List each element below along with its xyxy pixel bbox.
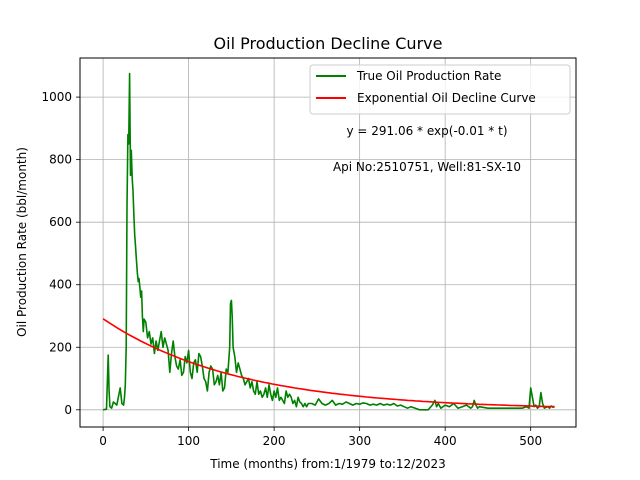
- y-tick-label: 0: [64, 403, 72, 417]
- x-tick-label: 200: [263, 434, 286, 448]
- y-axis-label: Oil Production Rate (bbl/month): [15, 147, 29, 337]
- legend-label-decline-curve: Exponential Oil Decline Curve: [357, 91, 536, 105]
- plot-area-frame: [79, 57, 577, 428]
- y-tick-label: 400: [49, 278, 72, 292]
- y-tick-label: 1000: [41, 90, 72, 104]
- series-line-true-rate: [102, 72, 555, 411]
- x-tick-label: 0: [99, 434, 107, 448]
- equation-annotation: y = 291.06 * exp(-0.01 * t): [346, 124, 507, 138]
- y-tick-label: 800: [49, 153, 72, 167]
- legend-label-true-rate: True Oil Production Rate: [356, 69, 501, 83]
- legend: True Oil Production Rate Exponential Oil…: [309, 64, 571, 115]
- y-tick-label: 600: [49, 215, 72, 229]
- x-tick-label: 100: [177, 434, 200, 448]
- x-tick-label: 400: [434, 434, 457, 448]
- well-annotation: Api No:2510751, Well:81-SX-10: [333, 160, 521, 174]
- x-tick-label: 500: [519, 434, 542, 448]
- chart-title: Oil Production Decline Curve: [214, 34, 443, 53]
- y-axis-ticks: 0 200 400 600 800 1000: [41, 90, 80, 417]
- legend-box: [309, 64, 571, 115]
- x-axis-label: Time (months) from:1/1979 to:12/2023: [209, 457, 446, 471]
- y-tick-label: 200: [49, 340, 72, 354]
- x-axis-ticks: 0 100 200 300 400 500: [99, 427, 542, 448]
- series-line-decline-curve: [102, 318, 555, 408]
- grid-lines: [80, 58, 576, 427]
- series-layer: [102, 72, 555, 411]
- x-tick-label: 300: [348, 434, 371, 448]
